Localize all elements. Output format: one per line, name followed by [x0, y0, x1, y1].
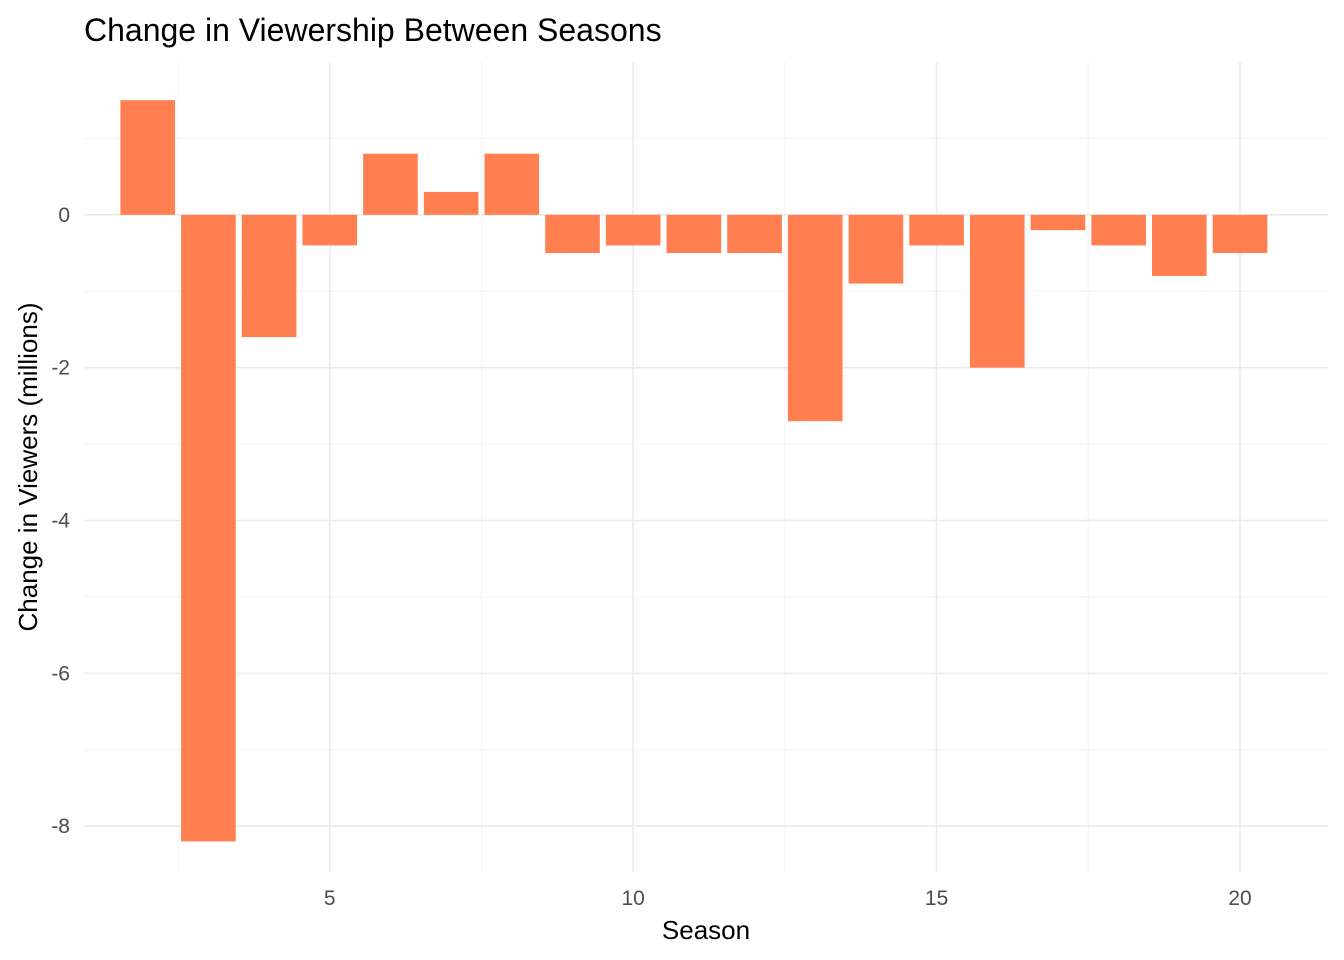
bar-season-14: [848, 214, 904, 284]
bar-season-4: [241, 214, 297, 338]
grid-lines: [84, 62, 1328, 872]
x-tick-label: 20: [1228, 887, 1251, 910]
bar-season-11: [666, 214, 722, 254]
bar-season-18: [1091, 214, 1146, 246]
bar-season-15: [909, 214, 964, 246]
bar-season-3: [181, 214, 236, 842]
bar-season-10: [605, 214, 661, 246]
bar-season-9: [545, 214, 600, 254]
bar-season-8: [484, 153, 540, 215]
x-tick-labels: 5 10 15 20: [324, 887, 1252, 910]
bar-season-7: [423, 191, 479, 215]
bar-season-20: [1212, 214, 1268, 254]
y-tick-label: -6: [51, 662, 70, 685]
y-tick-labels: 0 -2 -4 -6 -8: [51, 204, 70, 838]
bar-season-6: [363, 153, 418, 215]
x-tick-label: 10: [622, 887, 645, 910]
bar-season-12: [727, 214, 782, 254]
y-tick-label: -4: [51, 509, 70, 532]
y-tick-label: -8: [51, 815, 70, 838]
y-tick-label: 0: [58, 204, 70, 227]
bar-season-13: [787, 214, 843, 422]
x-axis-title: Season: [662, 915, 750, 945]
bar-season-2: [120, 100, 176, 215]
bars: [120, 100, 1268, 842]
bar-season-5: [302, 214, 358, 246]
bar-season-17: [1030, 214, 1086, 231]
x-tick-label: 5: [324, 887, 336, 910]
bar-season-19: [1152, 214, 1207, 276]
chart-title: Change in Viewership Between Seasons: [84, 12, 662, 48]
bar-season-16: [969, 214, 1025, 368]
x-tick-label: 15: [925, 887, 948, 910]
y-axis-title: Change in Viewers (millions): [13, 303, 43, 632]
y-tick-label: -2: [51, 357, 70, 380]
